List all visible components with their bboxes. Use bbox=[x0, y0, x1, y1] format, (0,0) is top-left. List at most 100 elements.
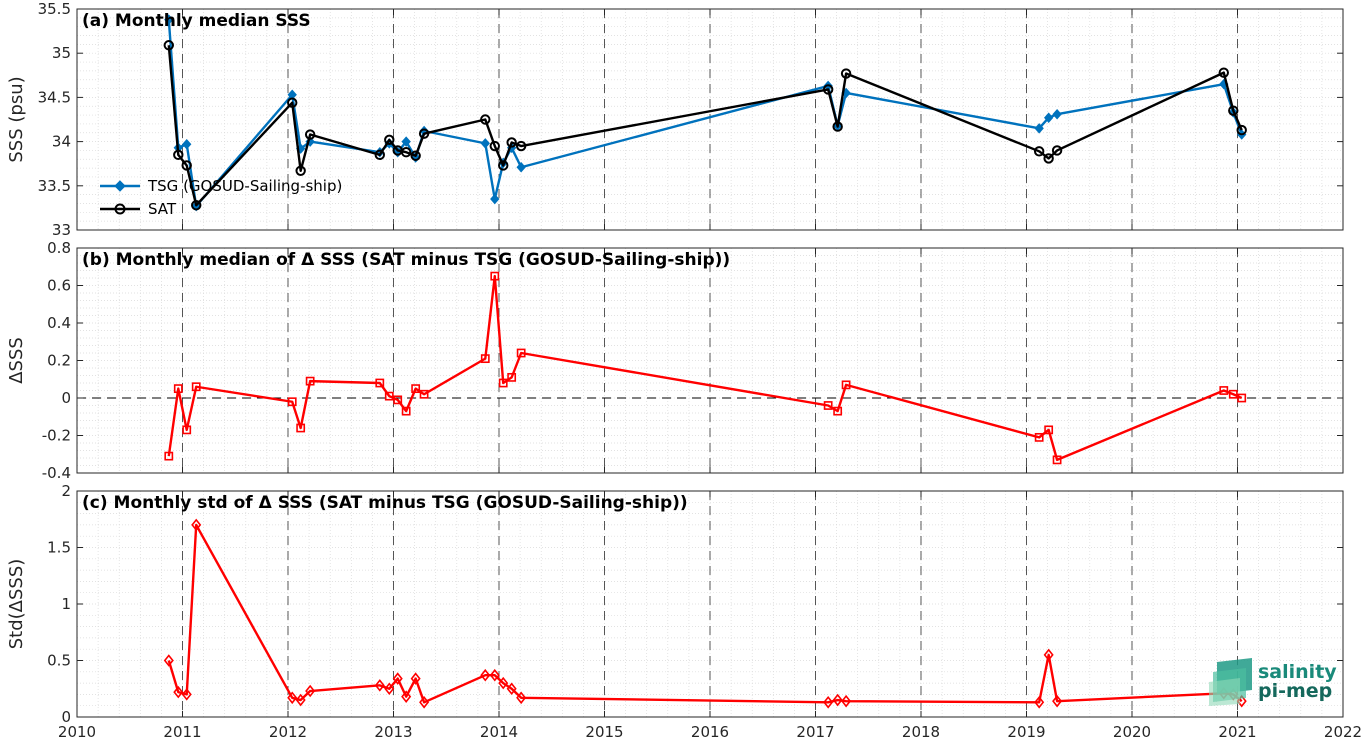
series-sat bbox=[163, 40, 1247, 211]
data-point bbox=[1033, 146, 1045, 157]
y-axis-label: Std(ΔSSS) bbox=[6, 559, 27, 650]
data-point bbox=[375, 378, 385, 388]
salinity-waves-icon bbox=[1209, 658, 1252, 706]
data-point bbox=[507, 372, 517, 382]
data-point bbox=[182, 425, 192, 435]
data-point bbox=[401, 406, 411, 416]
data-point bbox=[287, 97, 298, 108]
data-point bbox=[173, 685, 184, 699]
data-point bbox=[173, 384, 183, 394]
x-tick-label: 2014 bbox=[480, 723, 518, 741]
data-point bbox=[295, 693, 306, 707]
data-point bbox=[410, 150, 421, 161]
x-tick-label: 2013 bbox=[374, 723, 412, 741]
data-point bbox=[163, 654, 174, 667]
data-point bbox=[832, 693, 843, 707]
x-tick-label: 2012 bbox=[269, 723, 307, 741]
chart-panels: 33 33.5 34 34.5 35 35.5 SSS (psu) (a) Monthly m… bbox=[6, 0, 1362, 741]
data-point bbox=[1034, 123, 1044, 134]
data-point bbox=[304, 129, 316, 140]
y-axis-label: ΔSSS bbox=[6, 337, 27, 384]
data-point bbox=[393, 395, 403, 405]
data-point bbox=[1218, 67, 1229, 78]
data-point bbox=[841, 694, 852, 708]
data-point bbox=[410, 672, 421, 685]
x-tick-label: 2019 bbox=[1007, 723, 1045, 741]
data-point bbox=[516, 348, 526, 358]
data-point bbox=[374, 679, 385, 692]
data-point bbox=[1043, 112, 1054, 123]
data-point bbox=[506, 137, 517, 148]
data-point bbox=[401, 690, 412, 703]
panel-b: -0.4 -0.2 0 0.2 0.4 0.6 0.8 ΔSSS (b) Monthly med… bbox=[6, 239, 1344, 482]
x-tick-label: 2021 bbox=[1218, 723, 1256, 741]
legend-label-tsg: TSG (GOSUD-Sailing-ship) bbox=[147, 177, 342, 195]
legend-marker-tsg bbox=[114, 180, 126, 192]
x-tick-label: 2017 bbox=[796, 723, 834, 741]
y-tick-label: 34.5 bbox=[38, 88, 71, 106]
y-tick-label: 35.5 bbox=[38, 0, 71, 18]
data-point bbox=[418, 128, 430, 139]
y-tick-label: 1.5 bbox=[47, 539, 71, 557]
data-point bbox=[296, 423, 306, 433]
data-point bbox=[1219, 386, 1229, 395]
y-tick-label: 2 bbox=[61, 482, 71, 500]
data-point bbox=[191, 200, 202, 211]
data-point bbox=[822, 84, 834, 95]
data-point bbox=[1051, 145, 1063, 156]
data-point bbox=[498, 160, 509, 171]
data-point bbox=[1236, 124, 1247, 136]
logo-line-1: salinity bbox=[1258, 661, 1337, 683]
data-point bbox=[295, 165, 306, 176]
x-tick-label: 2018 bbox=[902, 723, 940, 741]
data-point bbox=[173, 149, 184, 161]
y-tick-label: 0.4 bbox=[47, 314, 71, 332]
data-point bbox=[401, 136, 411, 147]
x-tick-label: 2010 bbox=[58, 723, 96, 741]
data-point bbox=[1034, 432, 1044, 442]
y-tick-label: 34 bbox=[52, 133, 71, 151]
logo-line-2: pi-mep bbox=[1258, 680, 1332, 702]
y-tick-label: 33.5 bbox=[38, 177, 71, 195]
data-point bbox=[411, 384, 421, 394]
y-tick-label: 0.8 bbox=[47, 239, 71, 257]
data-point bbox=[374, 149, 385, 161]
series-delta bbox=[164, 271, 1247, 465]
series-delta bbox=[163, 518, 1247, 709]
legend: TSG (GOSUD-Sailing-ship) SAT bbox=[100, 177, 342, 218]
data-point bbox=[419, 389, 429, 399]
data-point bbox=[480, 354, 490, 364]
data-point bbox=[182, 138, 192, 150]
data-point bbox=[400, 147, 412, 158]
data-point bbox=[1044, 425, 1054, 435]
data-point bbox=[498, 378, 508, 388]
panel-title: (c) Monthly std of Δ SSS (SAT minus TSG … bbox=[82, 493, 688, 513]
data-point bbox=[191, 382, 201, 392]
data-point bbox=[841, 380, 851, 390]
data-point bbox=[1052, 455, 1062, 465]
data-point bbox=[287, 397, 297, 407]
data-point bbox=[305, 684, 316, 698]
data-point bbox=[1043, 153, 1054, 164]
y-axis-label: SSS (psu) bbox=[6, 76, 27, 162]
data-point bbox=[1228, 389, 1238, 399]
panel-title: (b) Monthly median of Δ SSS (SAT minus T… bbox=[82, 250, 730, 270]
panel-title: (a) Monthly median SSS bbox=[82, 11, 311, 31]
data-point bbox=[1228, 105, 1239, 116]
data-point bbox=[384, 134, 395, 146]
y-tick-label: 1 bbox=[61, 595, 71, 613]
data-point bbox=[164, 14, 174, 25]
data-point bbox=[840, 68, 852, 79]
data-point bbox=[305, 376, 315, 386]
panel-c: 0 0.5 1 1.5 2 2010 2011 2012 2013 2014 2015 2016 201… bbox=[6, 482, 1362, 741]
data-point bbox=[506, 682, 517, 696]
x-tick-label: 2011 bbox=[163, 723, 201, 741]
x-tick-label: 2016 bbox=[691, 723, 729, 741]
data-point bbox=[1052, 694, 1063, 708]
data-point bbox=[287, 691, 298, 705]
y-tick-label: 0.5 bbox=[47, 652, 71, 670]
data-point bbox=[823, 401, 833, 410]
data-point bbox=[392, 672, 403, 685]
data-point bbox=[164, 451, 174, 461]
